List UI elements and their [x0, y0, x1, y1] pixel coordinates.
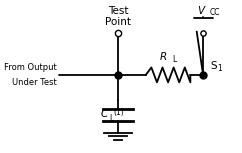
- Text: 1: 1: [217, 64, 222, 73]
- Text: L: L: [172, 55, 177, 64]
- Text: Test
Point: Test Point: [105, 6, 131, 27]
- Text: CC: CC: [210, 8, 220, 17]
- Text: V: V: [197, 6, 204, 16]
- Text: Under Test: Under Test: [12, 78, 57, 87]
- Text: From Output: From Output: [4, 63, 57, 72]
- Text: (1): (1): [113, 108, 124, 117]
- Text: R: R: [160, 52, 167, 62]
- Text: S: S: [211, 61, 217, 71]
- Text: C: C: [100, 109, 108, 119]
- Text: L: L: [110, 114, 114, 123]
